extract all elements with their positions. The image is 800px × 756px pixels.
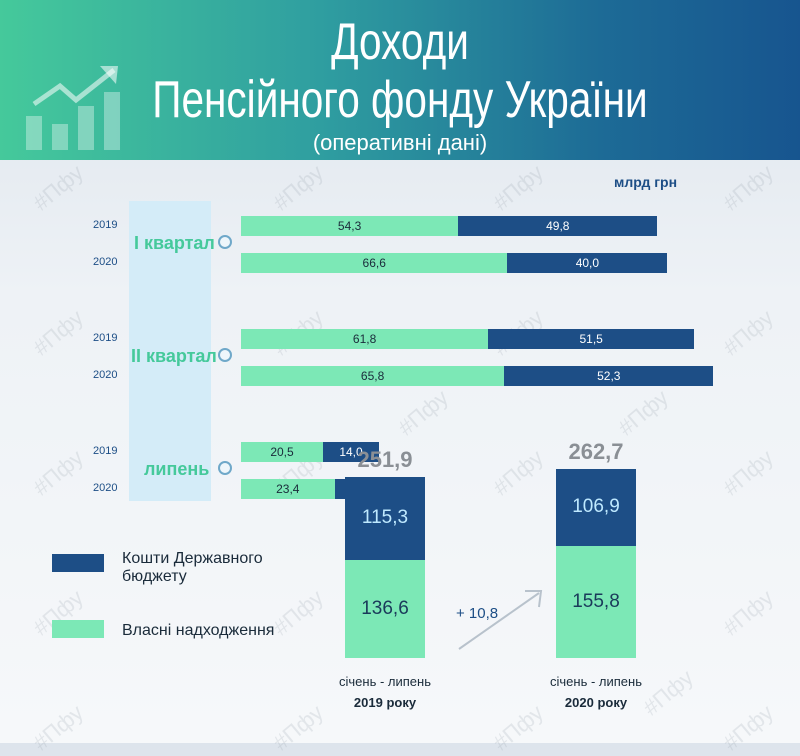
watermark-text: #Пфу <box>28 304 88 361</box>
bar-state-budget: 51,5 <box>488 329 695 349</box>
bar-own-income: 66,6 <box>241 253 508 273</box>
quarter-panel <box>129 201 211 501</box>
watermark-text: #Пфу <box>268 159 328 216</box>
bar-own-income: 61,8 <box>241 329 489 349</box>
watermark-text: #Пфу <box>28 699 88 756</box>
watermark-text: #Пфу <box>718 304 778 361</box>
year-caption: 2020 року <box>564 695 628 710</box>
quarter-label: ІІ квартал <box>131 346 217 366</box>
bar-state-budget: 40,0 <box>507 253 668 273</box>
bar-own-income: 54,3 <box>241 216 459 236</box>
page-title-line1: Доходи <box>331 13 469 71</box>
bar-state-budget: 52,3 <box>504 366 714 386</box>
watermark-text: #Пфу <box>488 159 548 216</box>
watermark-text: #Пфу <box>718 699 778 756</box>
total-value: 262,7 <box>568 438 624 464</box>
watermark-text: #Пфу <box>28 159 88 216</box>
group-marker-icon <box>218 348 232 362</box>
period-caption: січень - липень <box>339 674 431 689</box>
year-label: 2020 <box>93 482 118 494</box>
year-caption: 2019 року <box>353 695 417 710</box>
bar-state-budget: 49,8 <box>458 216 658 236</box>
growth-chart-icon <box>26 66 120 150</box>
group-marker-icon <box>218 235 232 249</box>
total-bar-state: 115,3 <box>345 476 425 560</box>
legend-swatch-own <box>52 620 104 638</box>
legend-label-own: Власні надходження <box>122 622 275 639</box>
bar-state-budget: 14,0 <box>323 442 379 462</box>
watermark-text: #Пфу <box>718 444 778 501</box>
watermark-text: #Пфу <box>28 444 88 501</box>
growth-arrow-icon <box>458 590 543 650</box>
watermark-text: #Пфу <box>268 584 328 641</box>
total-value: 251,9 <box>357 446 413 472</box>
bar-own-income: 20,5 <box>241 442 323 462</box>
year-label: 2019 <box>93 219 118 231</box>
page-title-line2: Пенсійного фонду України <box>152 71 648 129</box>
year-label: 2020 <box>93 369 118 381</box>
bar-own-income: 23,4 <box>241 479 335 499</box>
legend-swatch-state <box>52 554 104 572</box>
difference-label: + 10,8 <box>456 605 499 622</box>
quarter-label: І квартал <box>134 233 215 253</box>
year-label: 2020 <box>93 256 118 268</box>
watermark-text: #Пфу <box>488 444 548 501</box>
watermark-text: #Пфу <box>718 159 778 216</box>
watermark-text: #Пфу <box>613 384 673 441</box>
header-banner: Доходи Пенсійного фонду України (операти… <box>0 0 800 160</box>
total-bar-own: 136,6 <box>345 559 425 658</box>
bar-own-income: 65,8 <box>241 366 505 386</box>
year-label: 2019 <box>93 445 118 457</box>
legend-label-state: Кошти Державного бюджету <box>122 550 263 585</box>
total-bar-own: 155,8 <box>556 545 636 658</box>
total-bar-state: 106,9 <box>556 468 636 546</box>
year-label: 2019 <box>93 332 118 344</box>
quarter-label: липень <box>144 459 210 479</box>
page-subtitle: (оперативні дані) <box>312 130 488 155</box>
unit-label: млрд грн <box>614 174 678 190</box>
group-marker-icon <box>218 461 232 475</box>
watermark-text: #Пфу <box>718 584 778 641</box>
period-caption: січень - липень <box>550 674 642 689</box>
watermark-text: #Пфу <box>393 384 453 441</box>
